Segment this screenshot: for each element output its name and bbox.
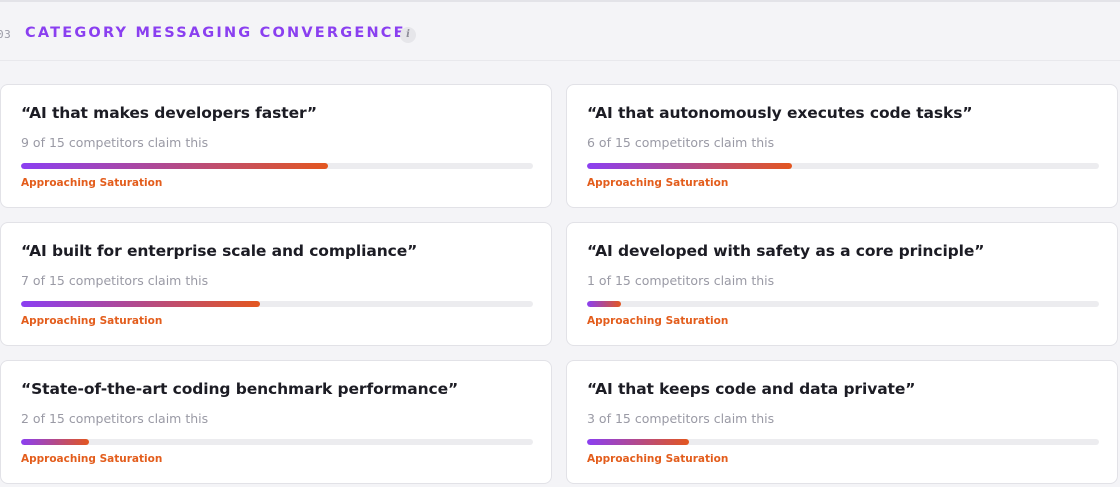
saturation-status: Approaching Saturation	[21, 315, 163, 327]
saturation-bar-fill	[587, 439, 690, 445]
section-number: 03	[0, 28, 12, 41]
claim-quote: “AI built for enterprise scale and compl…	[21, 242, 418, 260]
saturation-bar	[21, 439, 533, 445]
competitor-count: 7 of 15 competitors claim this	[21, 273, 209, 288]
top-divider	[0, 0, 1120, 2]
section-title: CATEGORY MESSAGING CONVERGENCE	[25, 25, 406, 41]
claim-quote: “AI that makes developers faster”	[21, 104, 317, 122]
saturation-bar	[21, 163, 533, 169]
saturation-bar	[587, 163, 1099, 169]
saturation-bar-fill	[587, 301, 622, 307]
competitor-count: 1 of 15 competitors claim this	[587, 273, 775, 288]
messaging-card: “AI built for enterprise scale and compl…	[0, 222, 552, 346]
info-icon[interactable]: i	[400, 27, 416, 43]
messaging-card: “AI that autonomously executes code task…	[566, 84, 1118, 208]
messaging-card: “AI that keeps code and data private” 3 …	[566, 360, 1118, 484]
saturation-bar-fill	[21, 301, 260, 307]
section-header: 03 CATEGORY MESSAGING CONVERGENCE i	[0, 2, 1120, 61]
claim-quote: “AI that autonomously executes code task…	[587, 104, 973, 122]
claim-quote: “AI developed with safety as a core prin…	[587, 242, 985, 260]
saturation-bar-fill	[21, 163, 329, 169]
saturation-bar	[21, 301, 533, 307]
saturation-status: Approaching Saturation	[587, 177, 729, 189]
messaging-card: “AI that makes developers faster” 9 of 1…	[0, 84, 552, 208]
messaging-card: “State-of-the-art coding benchmark perfo…	[0, 360, 552, 484]
saturation-bar	[587, 439, 1099, 445]
competitor-count: 3 of 15 competitors claim this	[587, 411, 775, 426]
saturation-bar-fill	[587, 163, 792, 169]
saturation-status: Approaching Saturation	[587, 453, 729, 465]
saturation-bar-fill	[21, 439, 90, 445]
saturation-status: Approaching Saturation	[21, 177, 163, 189]
competitor-count: 9 of 15 competitors claim this	[21, 135, 209, 150]
claim-quote: “AI that keeps code and data private”	[587, 380, 916, 398]
competitor-count: 2 of 15 competitors claim this	[21, 411, 209, 426]
messaging-card: “AI developed with safety as a core prin…	[566, 222, 1118, 346]
saturation-status: Approaching Saturation	[21, 453, 163, 465]
saturation-status: Approaching Saturation	[587, 315, 729, 327]
claim-quote: “State-of-the-art coding benchmark perfo…	[21, 380, 459, 398]
competitor-count: 6 of 15 competitors claim this	[587, 135, 775, 150]
saturation-bar	[587, 301, 1099, 307]
